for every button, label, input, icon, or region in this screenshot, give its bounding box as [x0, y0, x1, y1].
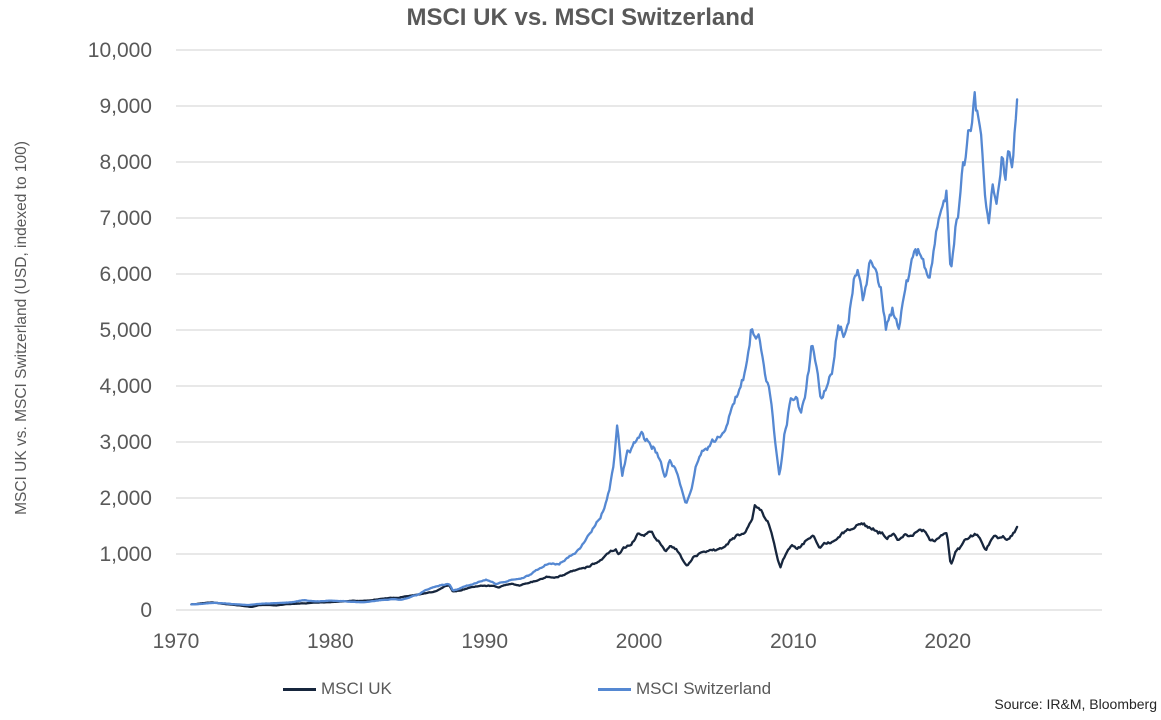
- msci-switzerland-line-swatch: [598, 687, 631, 691]
- y-tick-label: 2,000: [99, 487, 152, 510]
- x-tick-label: 1990: [461, 630, 508, 653]
- y-tick-label: 1,000: [99, 543, 152, 566]
- source-note: Source: IR&M, Bloomberg: [994, 696, 1157, 712]
- series-line-msci-uk: [190, 504, 1019, 609]
- msci-uk-line-swatch: [283, 687, 316, 691]
- y-tick-label: 5,000: [99, 319, 152, 342]
- x-tick-label: 2020: [924, 630, 971, 653]
- legend-label-msci-switzerland: MSCI Switzerland: [636, 679, 772, 698]
- y-tick-label: 9,000: [99, 95, 152, 118]
- y-tick-label: 3,000: [99, 431, 152, 454]
- y-tick-label: 4,000: [99, 375, 152, 398]
- plot-area: 0 1,000 2,000 3,000 4,000 5,000 6,000 7,000 8,00…: [88, 39, 1102, 653]
- legend-item-msci-switzerland: MSCI Switzerland: [598, 677, 771, 701]
- y-tick-label: 7,000: [99, 207, 152, 230]
- x-tick-label: 1980: [307, 630, 354, 653]
- y-tick-label: 6,000: [99, 263, 152, 286]
- y-tick-label: 0: [140, 599, 152, 622]
- x-tick-label: 2000: [616, 630, 663, 653]
- x-tick-label: 1970: [153, 630, 200, 653]
- legend: MSCI UK MSCI Switzerland: [0, 677, 1161, 701]
- legend-item-msci-uk: MSCI UK: [283, 677, 392, 701]
- y-tick-label: 8,000: [99, 151, 152, 174]
- x-tick-label: 2010: [770, 630, 817, 653]
- series-line-msci-switzerland: [190, 91, 1019, 607]
- y-tick-label: 10,000: [88, 39, 152, 62]
- chart-title: MSCI UK vs. MSCI Switzerland: [406, 4, 755, 31]
- legend-label-msci-uk: MSCI UK: [321, 679, 392, 698]
